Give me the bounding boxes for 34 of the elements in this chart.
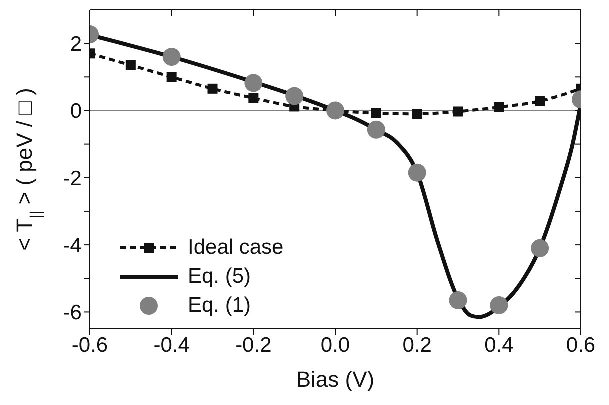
y-tick-label: -2 [63,167,82,190]
point [531,239,550,258]
point [162,48,181,66]
point [535,96,546,106]
y-tick-label: 2 [70,33,82,56]
x-axis-title: Bias (V) [296,367,375,392]
x-tick-label: 0.4 [484,334,514,357]
point [166,72,177,82]
x-tick-label: -0.4 [154,334,190,357]
y-tick-label: 0 [70,100,82,124]
legend-label: Eq. (5) [188,264,252,288]
point [490,296,508,314]
y-tick-label: -6 [63,302,82,325]
point [126,60,136,70]
x-tick-label: -0.2 [236,334,272,357]
point [449,291,468,310]
point [371,108,382,118]
point [494,102,504,112]
point [408,164,426,182]
point [326,102,344,120]
point [248,93,259,104]
point [367,120,386,139]
legend-label: Ideal case [188,236,284,260]
point [412,109,422,120]
legend-label: Eq. (1) [188,294,252,318]
point [244,74,263,92]
x-tick-label: -0.6 [72,334,108,357]
point [453,106,464,117]
y-tick-label: -4 [63,234,82,258]
point [208,84,218,94]
x-tick-label: 0.6 [566,334,596,357]
x-tick-label: 0.0 [320,334,350,357]
point [286,87,304,106]
x-tick-label: 0.2 [402,334,432,357]
